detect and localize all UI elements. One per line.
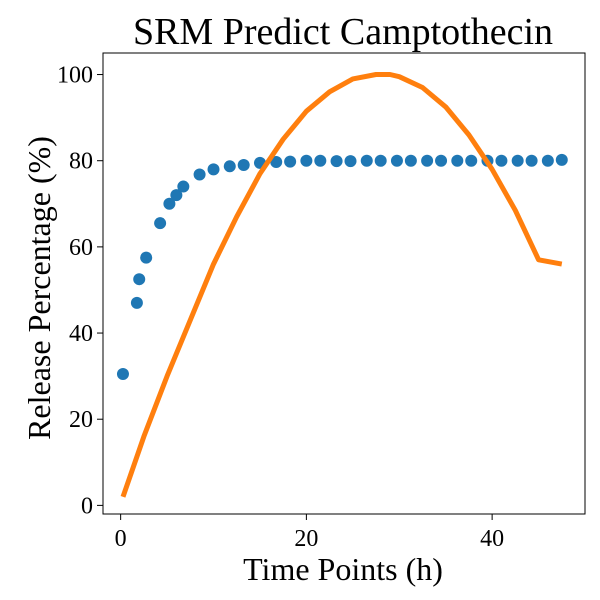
y-tick-label: 60 [69,235,93,261]
y-tick-label: 0 [81,493,93,519]
plot-area [116,72,568,498]
data-point [314,154,327,167]
data-point [390,154,403,167]
y-tick-label: 20 [69,407,93,433]
data-point [270,156,283,169]
x-tick-label: 0 [115,526,127,552]
x-axis-label: Time Points (h) [243,551,443,587]
y-tick-label: 40 [69,321,93,347]
y-axis: 0 20 40 60 80 100 [57,63,103,519]
data-point [116,367,129,380]
data-point [421,154,434,167]
data-point [360,154,373,167]
data-point [374,154,387,167]
data-point [330,155,343,168]
plot-frame [102,52,586,515]
chart-title: SRM Predict Camptothecin [133,11,553,53]
data-point [207,163,220,176]
y-tick-label: 100 [57,63,93,89]
data-point [511,154,524,167]
data-point [193,168,206,181]
data-point [130,296,143,309]
data-point [140,251,153,264]
data-point [284,155,297,168]
data-point [451,154,464,167]
data-point [177,180,190,193]
data-point [163,197,176,210]
x-tick-label: 20 [294,526,318,552]
data-point [541,154,554,167]
data-point [154,217,167,230]
y-tick-label: 80 [69,149,93,175]
data-point [495,154,508,167]
data-point [465,154,478,167]
data-point [237,159,250,172]
data-point [435,154,448,167]
y-axis-label: Release Percentage (%) [21,136,57,440]
x-axis: 0 20 40 [115,514,504,552]
data-point [170,189,183,202]
series-1-line [120,72,563,498]
data-point [525,154,538,167]
data-point [223,160,236,173]
data-point [555,153,568,166]
data-point [133,273,146,286]
data-point [300,154,313,167]
data-point [404,154,417,167]
x-tick-label: 40 [480,526,504,552]
data-point [344,155,357,168]
